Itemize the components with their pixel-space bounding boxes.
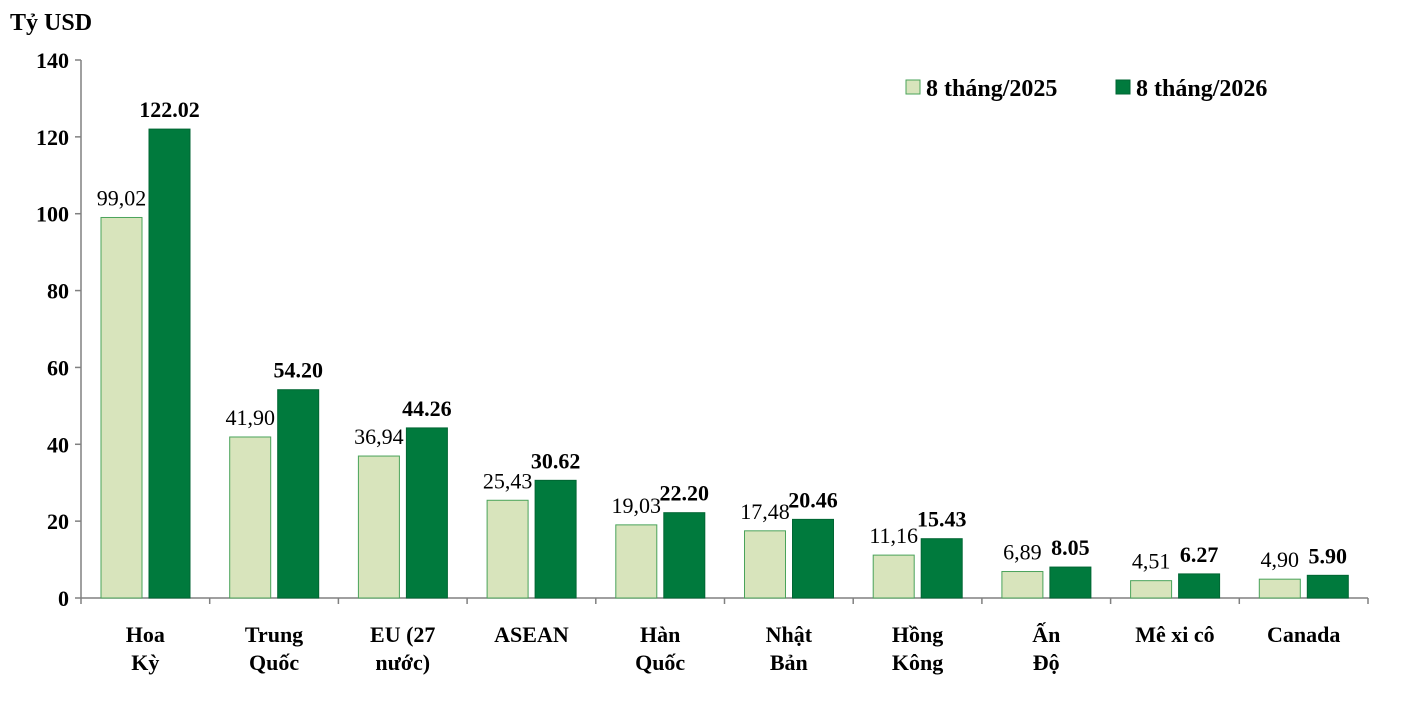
bar-2026: [920, 538, 963, 599]
data-label-2025: 25,43: [483, 468, 533, 493]
bar-2025: [1001, 571, 1044, 599]
data-label-2026: 44.26: [402, 396, 452, 421]
category-label: Quốc: [635, 650, 685, 675]
data-label-2026: 54.20: [273, 358, 323, 383]
bar-2026: [148, 128, 191, 599]
data-label-2025: 19,03: [612, 493, 662, 518]
category-label: Kông: [892, 650, 943, 675]
bar-2026: [277, 389, 320, 599]
category-label: EU (27: [370, 622, 435, 647]
bar-2026: [1306, 574, 1349, 599]
bar-2025: [1130, 580, 1173, 599]
category-label: Trung: [245, 622, 303, 647]
legend-label: 8 tháng/2026: [1136, 76, 1267, 102]
bar-2025: [872, 554, 915, 599]
unit-label: Tỷ USD: [10, 10, 92, 36]
bar-2025: [100, 216, 143, 599]
category-label: Ấn: [1032, 622, 1060, 647]
bar-2025: [229, 436, 272, 599]
category-label: Hoa: [126, 622, 165, 647]
legend: 8 tháng/2025 8 tháng/2026: [905, 76, 1267, 102]
y-tick-label: 60: [47, 355, 69, 380]
bar-2026: [405, 427, 448, 599]
bar-2026: [663, 512, 706, 599]
data-label-2025: 36,94: [354, 424, 404, 449]
data-label-2026: 20.46: [788, 487, 838, 512]
category-labels: Hoa Kỳ Trung Quốc EU (27 nước) ASEAN Hàn Quốc Nhậ…: [126, 622, 1341, 675]
data-labels: 99,02 122.02 41,90 54.20 36,94 44.26 25,4330.6…: [97, 97, 1347, 574]
data-label-2026: 22.20: [660, 481, 710, 506]
data-label-2026: 15.43: [917, 507, 967, 532]
data-label-2026: 8.05: [1051, 535, 1090, 560]
category-label: Quốc: [249, 650, 299, 675]
category-label: Hồng: [892, 622, 943, 647]
data-label-2025: 4,90: [1261, 547, 1300, 572]
data-label-2026: 5.90: [1309, 543, 1348, 568]
y-tick-label: 40: [47, 432, 69, 457]
bar-2026: [534, 479, 577, 599]
bar-2025: [744, 530, 786, 599]
category-label: Bản: [770, 650, 808, 675]
category-label: Độ: [1033, 650, 1060, 675]
data-label-2025: 11,16: [869, 523, 918, 548]
category-label: nước): [375, 650, 430, 675]
bar-2025: [486, 499, 529, 599]
data-label-2025: 6,89: [1003, 540, 1042, 565]
y-tick-label: 20: [47, 509, 69, 534]
bar-2025: [615, 524, 658, 599]
data-label-2026: 30.62: [531, 448, 581, 473]
y-tick-label: 0: [58, 586, 69, 611]
data-label-2026: 6.27: [1180, 542, 1219, 567]
data-label-2026: 122.02: [139, 97, 200, 122]
category-label: ASEAN: [494, 622, 569, 647]
bar-2026: [1178, 573, 1221, 599]
category-label: Mê xi cô: [1135, 622, 1214, 647]
data-label-2025: 17,48: [740, 499, 790, 524]
y-tick-label: 140: [36, 48, 69, 73]
category-label: Nhật: [766, 622, 813, 647]
bar-2025: [357, 455, 400, 599]
bar-2025: [1258, 578, 1301, 599]
data-label-2025: 4,51: [1132, 549, 1171, 574]
y-tick-label: 100: [36, 202, 69, 227]
bar-2026: [792, 518, 834, 599]
category-label: Kỳ: [131, 650, 159, 675]
y-tick-label: 120: [36, 125, 69, 150]
legend-swatch: [1115, 79, 1131, 95]
legend-label: 8 tháng/2025: [926, 76, 1057, 102]
category-label: Canada: [1267, 622, 1340, 647]
bars: [100, 128, 1349, 599]
data-label-2025: 99,02: [97, 185, 147, 210]
bar-2026: [1049, 566, 1092, 599]
data-label-2025: 41,90: [225, 405, 275, 430]
category-label: Hàn: [640, 622, 680, 647]
y-tick-label: 80: [47, 279, 69, 304]
legend-swatch: [905, 79, 921, 95]
